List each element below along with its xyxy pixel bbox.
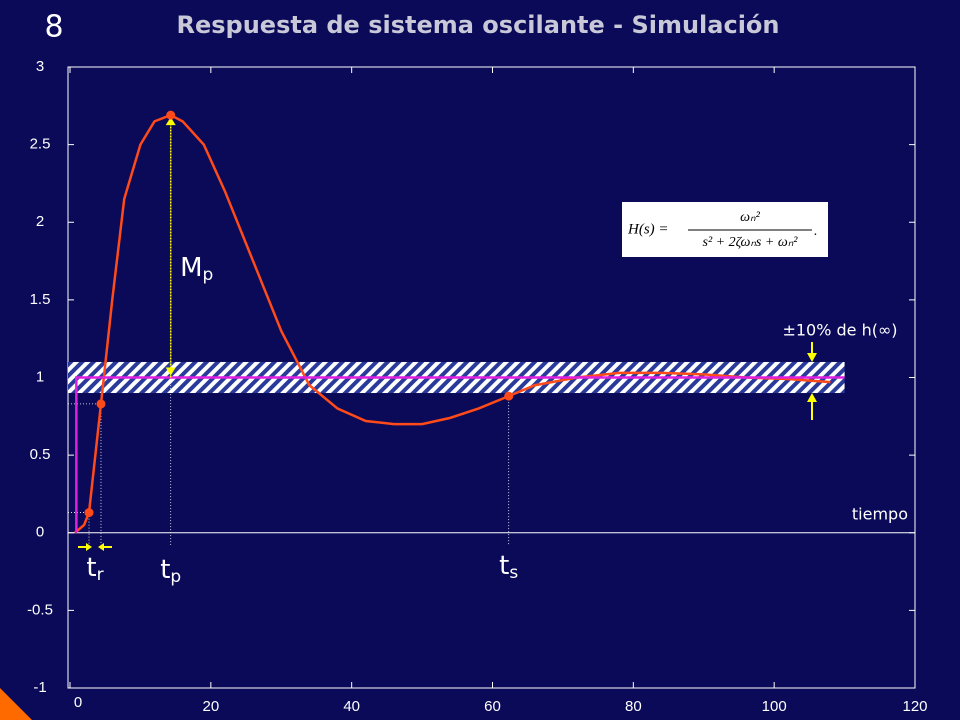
x-tick-label: 120 — [902, 698, 927, 715]
band-arrowhead — [807, 352, 817, 362]
y-tick-label: 1 — [36, 368, 44, 385]
x-tick-label: 20 — [202, 698, 219, 715]
marker — [166, 110, 176, 120]
y-tick-label: 0.5 — [30, 446, 51, 463]
formula-denominator: s² + 2ζωₙs + ωₙ² — [703, 235, 799, 250]
slide-number: 8 — [44, 10, 63, 45]
x-tick-label: 0 — [74, 694, 82, 711]
y-tick-label: 2.5 — [30, 136, 51, 153]
annotation: tp — [160, 555, 181, 588]
annotation-sub: r — [97, 565, 104, 585]
step-line — [75, 376, 845, 533]
y-tick-label: 3 — [36, 58, 44, 75]
y-tick-label: -1 — [33, 679, 46, 696]
annotation-sub: p — [203, 265, 214, 285]
tr-arrowhead — [98, 543, 104, 551]
marker — [96, 399, 106, 409]
band-arrowhead — [807, 393, 817, 403]
y-tick-label: 2 — [36, 213, 44, 230]
chart-title: Respuesta de sistema oscilante - Simulac… — [176, 11, 779, 39]
annotation-sub: p — [170, 567, 181, 587]
annotation: ts — [499, 551, 518, 584]
marker — [84, 508, 94, 518]
annotation-text: t — [499, 551, 509, 581]
annotation: Mp — [180, 253, 213, 286]
formula: H(s) = ωₙ² s² + 2ζωₙs + ωₙ² . — [622, 202, 828, 257]
mp-arrowhead — [165, 367, 176, 376]
mp-arrowhead — [165, 117, 176, 126]
x-tick-label: 80 — [625, 698, 642, 715]
formula-numerator: ωₙ² — [740, 210, 760, 225]
band-label: ±10% de h(∞) — [782, 321, 897, 340]
annotation-text: t — [86, 553, 96, 583]
x-tick-label: 40 — [343, 698, 360, 715]
tr-arrowhead — [86, 543, 92, 551]
annotation: tr — [86, 553, 103, 586]
formula-lhs: H(s) = — [627, 221, 669, 237]
formula-end: . — [814, 224, 818, 239]
x-axis-label: tiempo — [852, 505, 908, 524]
y-tick-label: 1.5 — [30, 291, 51, 308]
annotation-text: t — [160, 555, 170, 585]
x-tick-label: 60 — [484, 698, 501, 715]
annotation-text: M — [180, 253, 202, 283]
y-tick-label: 0 — [36, 524, 44, 541]
corner-decoration — [0, 688, 32, 720]
annotation-sub: s — [509, 563, 518, 583]
y-tick-label: -0.5 — [27, 601, 53, 618]
marker — [504, 391, 514, 401]
x-tick-label: 100 — [762, 698, 787, 715]
response-line — [74, 113, 831, 534]
